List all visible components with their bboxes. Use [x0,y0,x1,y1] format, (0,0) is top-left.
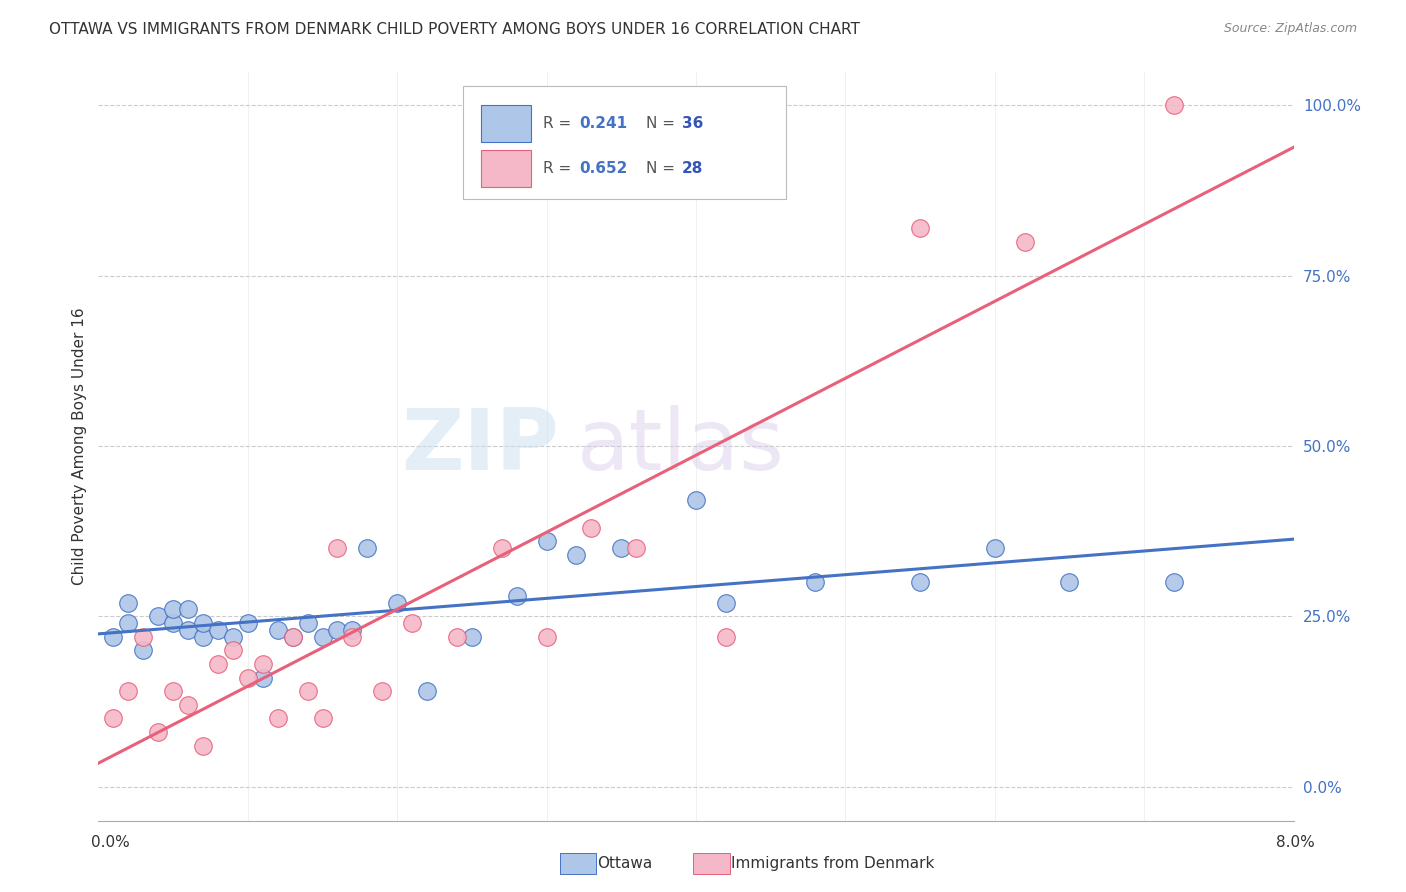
Point [626,541,648,556]
Text: 28: 28 [682,161,703,177]
Point [177,623,200,637]
Point [281,630,304,644]
Point [162,684,184,698]
Point [714,596,737,610]
Point [267,711,290,725]
Text: ZIP: ZIP [401,404,558,488]
Point [117,616,139,631]
Point [191,616,214,631]
Point [326,623,349,637]
Text: Ottawa: Ottawa [598,856,652,871]
Text: 8.0%: 8.0% [1275,836,1315,850]
Text: N =: N = [645,116,679,131]
Text: 0.652: 0.652 [579,161,627,177]
Text: 36: 36 [682,116,703,131]
Point [1163,98,1185,112]
FancyBboxPatch shape [481,151,531,187]
Point [148,609,170,624]
Text: R =: R = [543,161,576,177]
Point [297,684,319,698]
FancyBboxPatch shape [481,105,531,142]
Text: 0.241: 0.241 [579,116,627,131]
Point [297,616,319,631]
Point [685,493,707,508]
Point [311,630,333,644]
Text: N =: N = [645,161,679,177]
Point [103,711,125,725]
Point [1014,235,1036,249]
Point [416,684,439,698]
Point [252,657,274,671]
Point [207,657,229,671]
Point [908,575,931,590]
Point [222,630,245,644]
Point [162,602,184,616]
Point [491,541,513,556]
Point [1163,575,1185,590]
Point [385,596,409,610]
Point [222,643,245,657]
Point [132,630,155,644]
Point [148,725,170,739]
Point [132,643,155,657]
Point [984,541,1007,556]
Point [908,221,931,235]
Point [356,541,378,556]
Point [581,521,603,535]
Point [536,630,558,644]
Point [236,671,259,685]
Point [103,630,125,644]
Point [446,630,468,644]
Point [267,623,290,637]
Point [191,630,214,644]
Point [461,630,484,644]
Point [506,589,529,603]
Point [177,698,200,712]
Point [326,541,349,556]
Point [207,623,229,637]
Point [177,602,200,616]
Point [236,616,259,631]
Point [162,616,184,631]
Point [252,671,274,685]
Text: atlas: atlas [576,404,785,488]
Point [117,596,139,610]
Point [117,684,139,698]
Text: 0.0%: 0.0% [91,836,131,850]
Y-axis label: Child Poverty Among Boys Under 16: Child Poverty Among Boys Under 16 [72,307,87,585]
Point [342,630,364,644]
Point [371,684,394,698]
Point [536,534,558,549]
Point [191,739,214,753]
Point [281,630,304,644]
Text: R =: R = [543,116,576,131]
FancyBboxPatch shape [463,87,786,199]
Point [1059,575,1081,590]
Point [804,575,827,590]
Point [342,623,364,637]
Point [610,541,633,556]
Point [311,711,333,725]
Point [401,616,423,631]
Text: Source: ZipAtlas.com: Source: ZipAtlas.com [1223,22,1357,36]
Point [565,548,588,562]
Text: Immigrants from Denmark: Immigrants from Denmark [731,856,935,871]
Text: OTTAWA VS IMMIGRANTS FROM DENMARK CHILD POVERTY AMONG BOYS UNDER 16 CORRELATION : OTTAWA VS IMMIGRANTS FROM DENMARK CHILD … [49,22,860,37]
Point [714,630,737,644]
